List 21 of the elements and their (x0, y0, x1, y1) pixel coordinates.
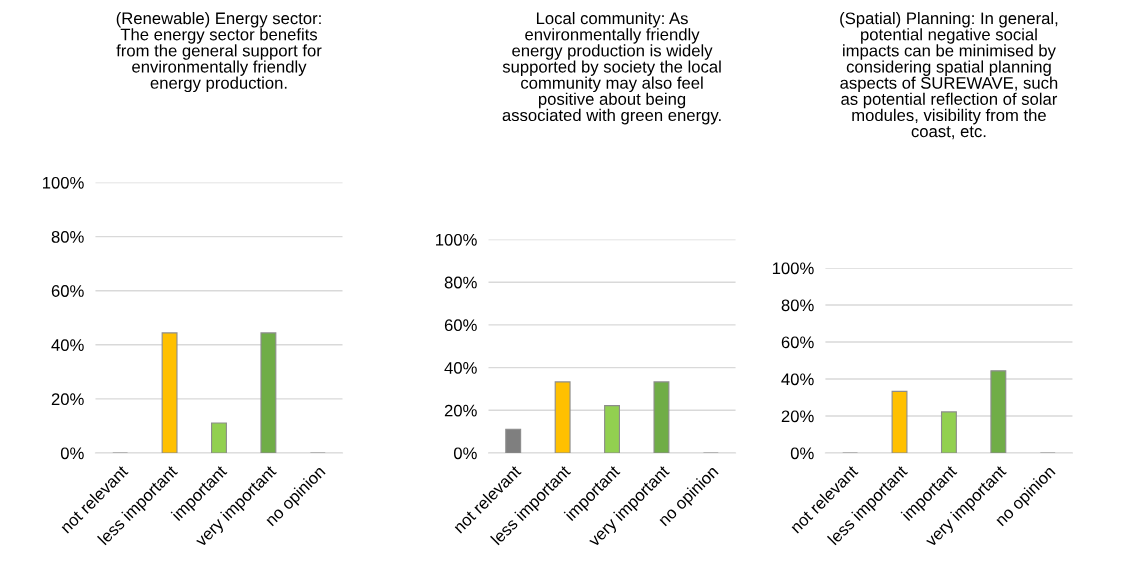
y-tick-label: 0% (453, 447, 477, 460)
y-tick-label: 60% (781, 336, 814, 349)
y-tick-label: 80% (444, 276, 477, 289)
y-tick-label: 0% (60, 447, 84, 460)
chart-title: (Spatial) Planning: In general, potential negative social impacts can be minimised by considering spatial planning aspects of SUREWAVE, such as potential reflection of solar modules, visibility from the coast, etc. (840, 12, 1058, 140)
y-tick-label: 100% (436, 233, 477, 246)
y-tick-label: 40% (781, 373, 814, 386)
y-tick-label: 100% (772, 262, 814, 275)
chart-title: Local community: As environmentally friendly energy production is widely supported by society the local community may also feel positive about being associated with green energy. (502, 12, 721, 125)
y-tick-label: 80% (51, 231, 84, 243)
y-tick-label: 20% (781, 410, 814, 423)
y-tick-label: 20% (51, 393, 84, 406)
y-tick-label: 0% (790, 447, 814, 460)
y-tick-label: 60% (444, 319, 477, 332)
y-tick-label: 80% (781, 299, 814, 312)
y-tick-label: 40% (51, 339, 84, 351)
y-tick-label: 20% (444, 404, 477, 417)
y-tick-label: 100% (42, 176, 84, 189)
y-tick-label: 60% (51, 285, 84, 297)
chart-title: (Renewable) Energy sector: The energy sector benefits from the general support for environmentally friendly energy production. (116, 12, 322, 93)
y-tick-label: 40% (444, 362, 477, 374)
